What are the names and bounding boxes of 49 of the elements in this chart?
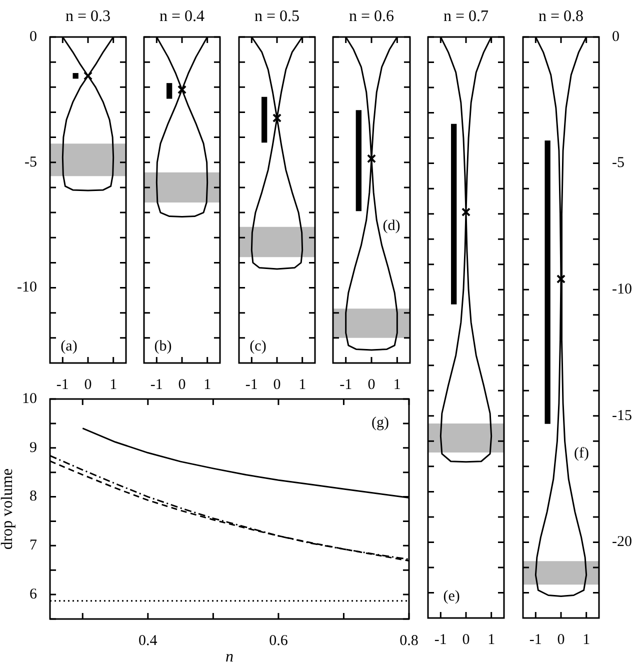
- x-tick-label: 0: [368, 376, 376, 393]
- x-tick-label: 0.4: [138, 632, 158, 649]
- annotation: (c): [250, 338, 266, 355]
- x-tick-label: 0: [273, 376, 281, 393]
- annotation: (f): [574, 446, 590, 462]
- y-tick-label: -10: [17, 280, 37, 296]
- y-tick-label: 8: [30, 488, 37, 505]
- annotation: (d): [382, 218, 400, 234]
- y-tick-label: 0: [30, 28, 37, 45]
- y-tick-label: 7: [30, 538, 38, 554]
- x-tick-label: 0: [178, 376, 186, 393]
- y-tick-label: 9: [30, 440, 37, 456]
- y-axis-title: drop volume: [0, 468, 16, 550]
- chart-title: n = 0.4: [158, 7, 206, 27]
- x-tick-label: -1: [245, 376, 258, 393]
- chart-title: n = 0.8: [537, 7, 585, 27]
- x-tick-label: 1: [393, 376, 401, 393]
- chart-title: n = 0.3: [64, 7, 112, 27]
- chart-title: n = 0.6: [348, 7, 396, 27]
- x-axis-title: n: [226, 648, 234, 666]
- x-tick-label: 1: [204, 376, 212, 393]
- y-tick-label: 6: [30, 586, 38, 602]
- y-tick-label: 10: [22, 390, 37, 407]
- y2-tick-label: 0: [612, 28, 620, 45]
- x-tick-label: 0: [462, 632, 470, 648]
- x-tick-label: 0: [557, 632, 565, 648]
- chart-title: n = 0.5: [253, 7, 301, 27]
- x-tick-label: -1: [150, 376, 163, 393]
- x-tick-label: 1: [298, 376, 306, 393]
- annotation: (a): [60, 338, 78, 355]
- annotation: (e): [443, 588, 460, 604]
- x-tick-label: 1: [488, 632, 496, 648]
- x-tick-label: 0.6: [269, 632, 288, 649]
- y2-tick-label: -5: [612, 155, 624, 172]
- x-tick-label: -1: [56, 376, 69, 393]
- y2-tick-label: -10: [612, 282, 632, 298]
- annotation: (g): [372, 415, 390, 432]
- x-tick-label: 0: [84, 376, 92, 393]
- y2-tick-label: -15: [612, 408, 632, 424]
- x-tick-label: 0.8: [400, 632, 418, 649]
- y2-tick-label: -20: [612, 534, 632, 550]
- chart-title: n = 0.7: [442, 7, 490, 27]
- x-tick-label: -1: [529, 632, 542, 648]
- annotation: (b): [154, 338, 172, 355]
- x-tick-label: -1: [340, 376, 352, 393]
- y-tick-label: -5: [24, 154, 37, 170]
- x-tick-label: 1: [582, 632, 590, 648]
- x-tick-label: -1: [434, 632, 447, 648]
- x-tick-label: 1: [110, 376, 118, 393]
